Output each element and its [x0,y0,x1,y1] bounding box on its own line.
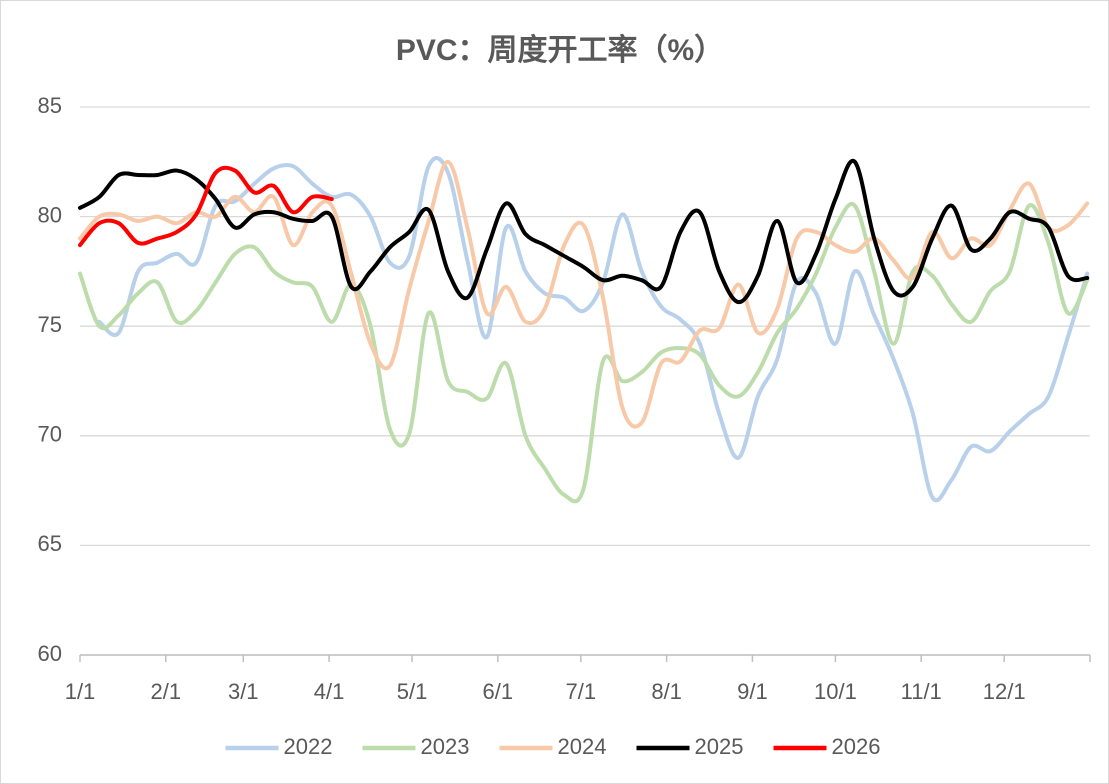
chart-title: PVC：周度开工率（%） [396,33,724,67]
x-tick-label: 2/1 [150,679,181,704]
line-series [78,158,1090,305]
y-tick-label: 65 [38,531,62,556]
legend-label: 2024 [558,734,607,759]
y-tick-label: 75 [38,312,62,337]
x-tick-label: 1/1 [65,679,96,704]
y-tick-label: 60 [38,641,62,666]
x-tick-label: 5/1 [397,679,428,704]
y-tick-label: 70 [38,422,62,447]
line-series [78,165,334,248]
x-tick-label: 3/1 [228,679,259,704]
legend-label: 2026 [832,734,881,759]
x-tick-label: 6/1 [483,679,514,704]
legend-label: 2022 [284,734,333,759]
x-tick-label: 4/1 [314,679,345,704]
legend-label: 2023 [421,734,470,759]
y-tick-label: 85 [38,93,62,118]
line-series [97,156,1090,503]
x-tick-label: 10/1 [814,679,857,704]
y-tick-label: 80 [38,202,62,227]
line-series [78,159,1090,429]
x-tick-label: 12/1 [983,679,1026,704]
legend-label: 2025 [695,734,744,759]
x-tick-label: 7/1 [566,679,597,704]
x-tick-label: 11/1 [901,679,942,704]
line-series [78,202,1090,504]
x-tick-label: 9/1 [737,679,768,704]
x-tick-label: 8/1 [651,679,682,704]
